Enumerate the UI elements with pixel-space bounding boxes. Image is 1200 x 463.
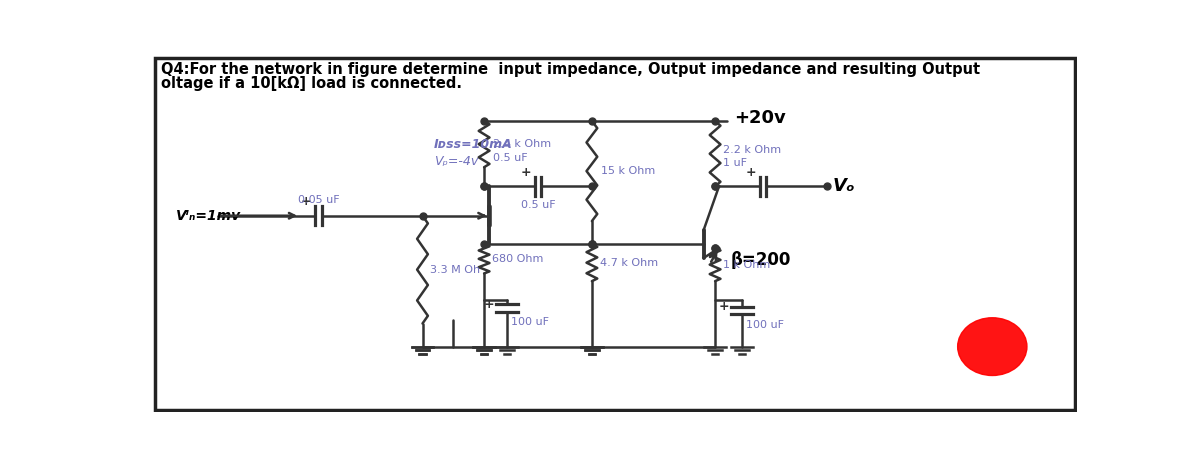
Text: 0.05 uF: 0.05 uF [298,195,340,205]
Text: +: + [719,300,728,313]
Text: 1 uF: 1 uF [722,158,746,169]
Text: Vᴵₙ=1mv: Vᴵₙ=1mv [176,209,241,223]
Text: 4.7 k Ohm: 4.7 k Ohm [600,258,658,268]
Text: 3.3 M Oh: 3.3 M Oh [431,265,480,275]
Text: 1 k Ohm: 1 k Ohm [722,260,770,270]
Text: +20v: +20v [734,109,786,127]
Text: +: + [745,166,756,179]
Text: β=200: β=200 [731,250,791,269]
Text: 680 Ohm: 680 Ohm [492,254,544,264]
Text: Q4:For the network in figure determine  input impedance, Output impedance and re: Q4:For the network in figure determine i… [161,62,980,77]
Text: +: + [301,195,312,208]
Text: 2.2 k Ohm: 2.2 k Ohm [722,145,781,155]
Text: oltage if a 10[kΩ] load is connected.: oltage if a 10[kΩ] load is connected. [161,76,462,91]
Text: 0.5 uF: 0.5 uF [493,153,528,163]
Text: 2.4 k Ohm: 2.4 k Ohm [493,139,552,149]
Text: 15 k Ohm: 15 k Ohm [601,166,655,176]
Text: 100 uF: 100 uF [511,317,550,327]
Text: +: + [521,166,532,179]
Text: 100 uF: 100 uF [746,319,784,330]
Text: Vₒ: Vₒ [833,177,856,195]
Text: Vₚ=-4v: Vₚ=-4v [434,155,479,168]
Text: Iᴅss=10mA: Iᴅss=10mA [434,138,512,150]
Text: 0.5 uF: 0.5 uF [521,200,556,210]
Text: +: + [484,298,494,311]
Ellipse shape [958,318,1027,375]
